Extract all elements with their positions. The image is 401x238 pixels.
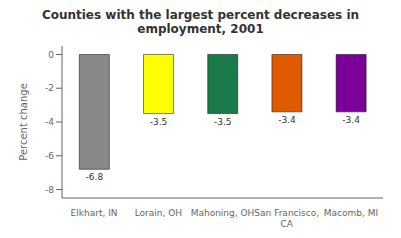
svg-text:-3.4: -3.4 [278,115,296,125]
html-text:Counties with the largest perc: Counties with the largest percent decrea… [41,8,360,22]
svg-text:-3.4: -3.4 [342,115,360,125]
svg-text:-2: -2 [45,83,54,93]
svg-text:0: 0 [48,50,54,60]
svg-text:-3.5: -3.5 [214,117,232,127]
svg-text:Mahoning, OH: Mahoning, OH [191,208,255,218]
svg-text:-6.8: -6.8 [86,172,104,182]
svg-text:Lorain, OH: Lorain, OH [135,208,182,218]
svg-text:Macomb, MI: Macomb, MI [324,208,378,218]
svg-text:-4: -4 [45,117,54,127]
svg-text:Percent change: Percent change [18,83,29,161]
svg-text:Elkhart, IN: Elkhart, IN [71,208,118,218]
svg-text:San Francisco,CA: San Francisco,CA [254,208,319,229]
html-text:employment, 2001: employment, 2001 [137,22,264,36]
svg-text:-3.5: -3.5 [150,117,168,127]
svg-text:-6: -6 [45,151,54,161]
svg-text:-8: -8 [45,185,54,195]
